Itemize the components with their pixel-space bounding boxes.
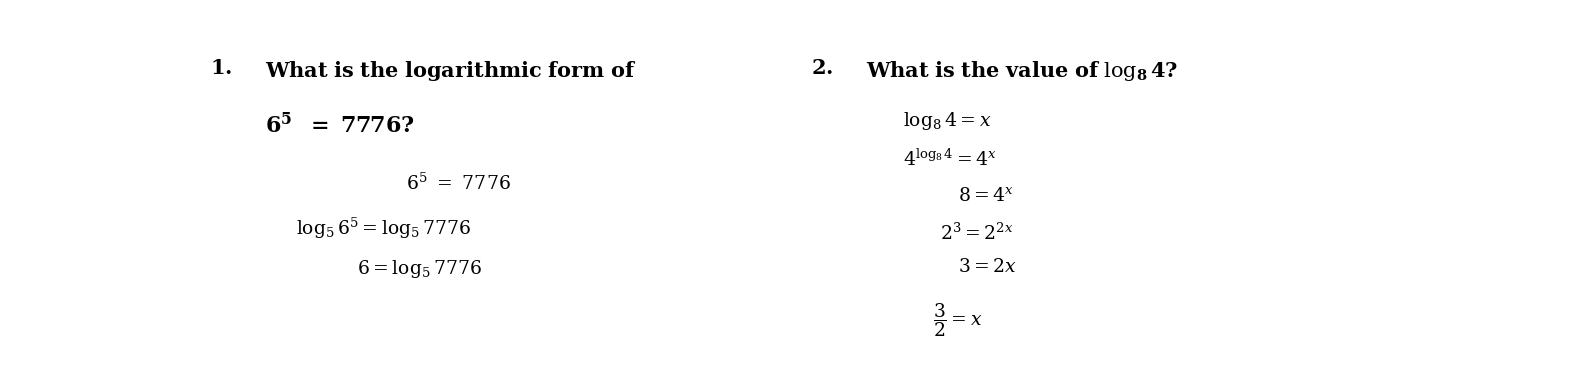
Text: $\log_8 4 = x$: $\log_8 4 = x$: [903, 110, 990, 132]
Text: $8 = 4^x$: $8 = 4^x$: [959, 187, 1014, 205]
Text: $4^{\log_8 4} = 4^x$: $4^{\log_8 4} = 4^x$: [903, 148, 997, 169]
Text: $2^3 = 2^{2x}$: $2^3 = 2^{2x}$: [940, 222, 1012, 244]
Text: $\bf{1.}$: $\bf{1.}$: [210, 58, 233, 78]
Text: $\bf{What\ is\ the\ logarithmic\ form\ of}$: $\bf{What\ is\ the\ logarithmic\ form\ o…: [266, 58, 636, 83]
Text: $\bf{What\ is\ the\ value\ of}\ \bf{\log_8 4?}$: $\bf{What\ is\ the\ value\ of}\ \bf{\log…: [865, 58, 1179, 83]
Text: $6 = \log_5 7776$: $6 = \log_5 7776$: [358, 258, 483, 280]
Text: $\bf{2.}$: $\bf{2.}$: [812, 58, 834, 78]
Text: $\dfrac{3}{2} = x$: $\dfrac{3}{2} = x$: [933, 301, 982, 339]
Text: $6^5 \ = \ 7776$: $6^5 \ = \ 7776$: [407, 172, 511, 194]
Text: $\bf{6^5\ \ =\ 7776?}$: $\bf{6^5\ \ =\ 7776?}$: [266, 113, 414, 138]
Text: $3 = 2x$: $3 = 2x$: [959, 258, 1017, 276]
Text: $\log_5 6^5 = \log_5 7776$: $\log_5 6^5 = \log_5 7776$: [296, 215, 471, 240]
